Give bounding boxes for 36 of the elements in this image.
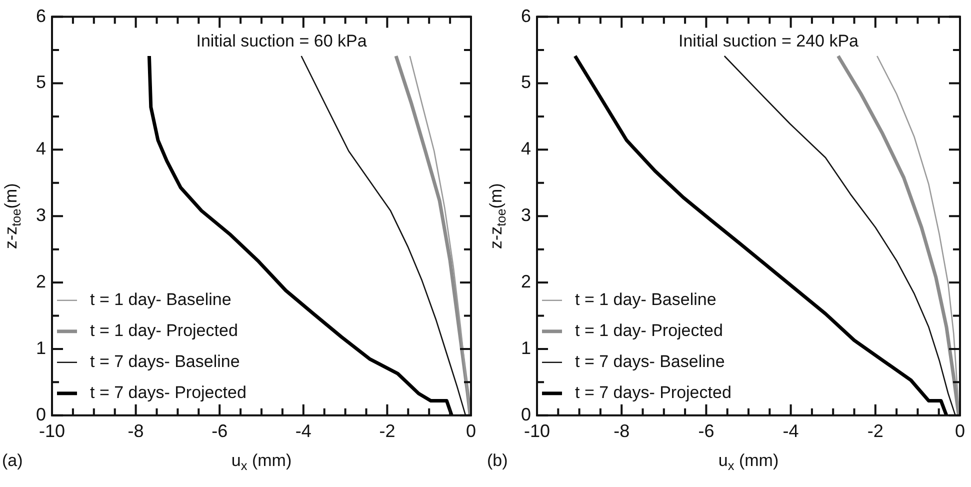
y-tick-label: 4 — [520, 138, 532, 159]
legend-label: t = 7 days- Projected — [575, 383, 732, 402]
text: (a) — [2, 451, 23, 470]
legend-label: t = 7 days- Baseline — [575, 352, 725, 372]
y-tick-label: 3 — [36, 205, 46, 226]
text: (b) — [487, 451, 508, 470]
y-axis-title: z-ztoe(m) — [2, 183, 24, 250]
x-tick-label: -4 — [295, 421, 312, 442]
y-tick-label: 1 — [36, 338, 46, 358]
y-tick-label: 3 — [520, 205, 532, 226]
x-tick-label: -6 — [212, 421, 228, 442]
y-tick-label: 6 — [520, 6, 532, 26]
x-tick-label: -8 — [614, 421, 630, 442]
y-tick-label: 5 — [36, 72, 46, 92]
y-tick-label: 2 — [520, 272, 532, 292]
text: Initial suction = 60 kPa — [196, 31, 368, 50]
legend-label: t = 1 day- Projected — [575, 321, 723, 340]
y-tick-label: 4 — [36, 138, 46, 159]
x-tick-label: -2 — [867, 421, 884, 442]
y-tick-label: 2 — [36, 272, 46, 292]
text: Initial suction = 240 kPa — [678, 31, 860, 50]
legend-label: t = 7 days- Projected — [90, 383, 246, 402]
x-tick-label: -2 — [379, 421, 396, 442]
y-tick-label: 5 — [520, 72, 532, 92]
legend-label: t = 7 days- Baseline — [90, 352, 240, 372]
x-tick-label: 0 — [954, 421, 965, 442]
y-axis-title: z-ztoe(m) — [486, 183, 509, 250]
legend-label: t = 1 day- Projected — [90, 321, 238, 340]
legend-label: t = 1 day- Baseline — [90, 290, 232, 310]
y-tick-label: 6 — [36, 6, 46, 26]
legend-label: t = 1 day- Baseline — [575, 290, 716, 310]
y-tick-label: 1 — [520, 338, 532, 358]
x-tick-label: -6 — [698, 421, 714, 442]
x-tick-label: -4 — [782, 421, 799, 442]
x-tick-label: -8 — [128, 421, 144, 442]
x-tick-label: 0 — [466, 421, 476, 442]
